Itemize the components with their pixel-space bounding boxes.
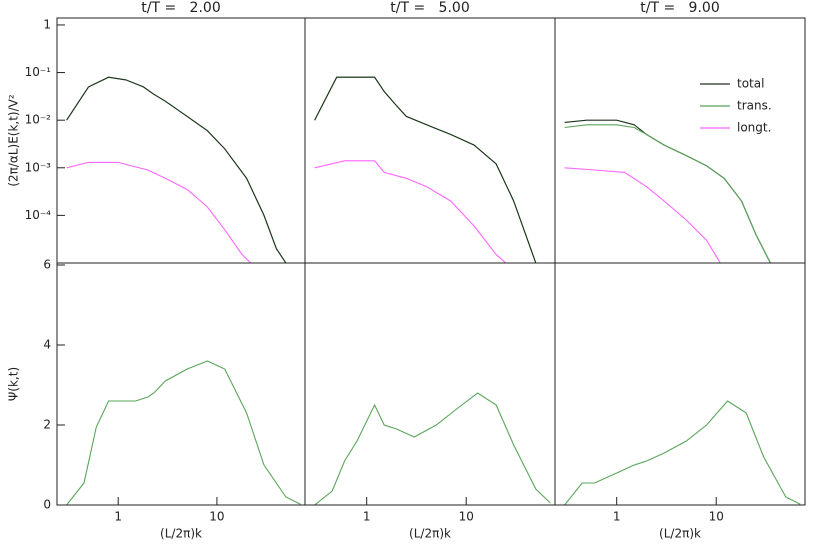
panel-title: t/T = 5.00 <box>390 0 469 16</box>
y-tick-label: 4 <box>43 338 51 352</box>
panel-frame <box>554 17 806 264</box>
panel-frame <box>304 262 556 506</box>
y-tick-label: 0 <box>43 498 51 512</box>
x-tick-label: 1 <box>363 510 371 524</box>
y-tick-label: 10⁻² <box>25 113 52 127</box>
panel-frame <box>56 262 306 506</box>
series-line <box>564 119 771 263</box>
y-tick-label: 10⁻⁴ <box>25 208 52 222</box>
series-line <box>66 360 301 505</box>
panel-frame <box>304 17 556 264</box>
series-line <box>564 124 771 263</box>
series-line <box>314 392 551 505</box>
y-tick-label: 1 <box>43 17 51 31</box>
legend-label: longt. <box>737 121 771 135</box>
x-tick-label: 1 <box>613 510 621 524</box>
x-tick-label: 10 <box>459 510 474 524</box>
x-tick-label: 1 <box>114 510 122 524</box>
series-line <box>564 167 721 263</box>
panel-title: t/T = 9.00 <box>640 0 719 16</box>
series-line <box>66 76 287 263</box>
y-axis-label: (2π/αL)E(k,t)/V² <box>7 94 21 187</box>
series-line <box>314 76 537 263</box>
series-line <box>66 76 287 263</box>
x-tick-label: 10 <box>209 510 224 524</box>
x-axis-label: (L/2π)k <box>409 527 451 541</box>
panel-title: t/T = 2.00 <box>141 0 220 16</box>
x-tick-label: 10 <box>709 510 724 524</box>
x-axis-label: (L/2π)k <box>160 527 202 541</box>
y-tick-label: 10⁻¹ <box>25 65 52 79</box>
y-tick-label: 6 <box>43 258 51 272</box>
legend-label: total <box>737 77 764 91</box>
y-tick-label: 10⁻³ <box>25 160 52 174</box>
panel-frame <box>554 262 806 506</box>
legend-label: trans. <box>737 99 772 113</box>
y-tick-label: 2 <box>43 418 51 432</box>
y-axis-label: Ψ(k,t) <box>7 367 21 401</box>
series-line <box>314 76 537 263</box>
series-line <box>314 160 507 263</box>
x-axis-label: (L/2π)k <box>659 527 701 541</box>
series-line <box>564 400 801 505</box>
series-line <box>66 161 252 263</box>
